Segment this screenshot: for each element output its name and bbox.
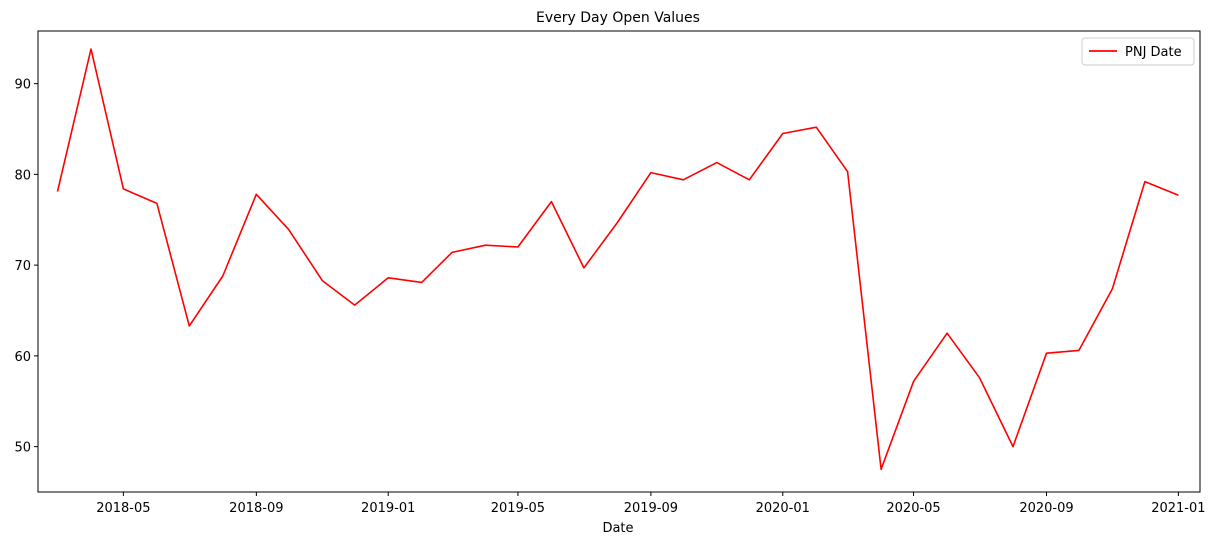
y-tick-label: 50 xyxy=(14,441,31,456)
legend-label: PNJ Date xyxy=(1125,45,1182,60)
y-tick-label: 90 xyxy=(14,78,31,93)
x-axis: 2018-05 2018-09 2019-01 2019-05 2019-09 2020-… xyxy=(96,492,1206,516)
x-tick-label: 2019-09 xyxy=(624,501,678,516)
x-tick-label: 2021-01 xyxy=(1151,501,1205,516)
legend: PNJ Date xyxy=(1081,37,1195,66)
series-line xyxy=(56,48,1179,471)
x-tick-label: 2019-05 xyxy=(491,501,545,516)
x-axis-label: Date xyxy=(602,521,633,536)
y-tick-label: 80 xyxy=(14,168,31,183)
legend-box xyxy=(1081,37,1195,66)
y-tick-label: 70 xyxy=(14,259,31,274)
plot-area xyxy=(37,30,1201,493)
x-tick-label: 2018-05 xyxy=(96,501,150,516)
x-tick-label: 2018-09 xyxy=(229,501,283,516)
x-tick-label: 2020-05 xyxy=(886,501,940,516)
x-tick-label: 2020-01 xyxy=(756,501,810,516)
y-axis: 50 60 70 80 90 xyxy=(14,78,38,456)
series-layer xyxy=(56,48,1179,471)
y-tick-label: 60 xyxy=(14,350,31,365)
x-tick-label: 2020-09 xyxy=(1019,501,1073,516)
chart-title: Every Day Open Values xyxy=(536,10,700,26)
x-tick-label: 2019-01 xyxy=(361,501,415,516)
